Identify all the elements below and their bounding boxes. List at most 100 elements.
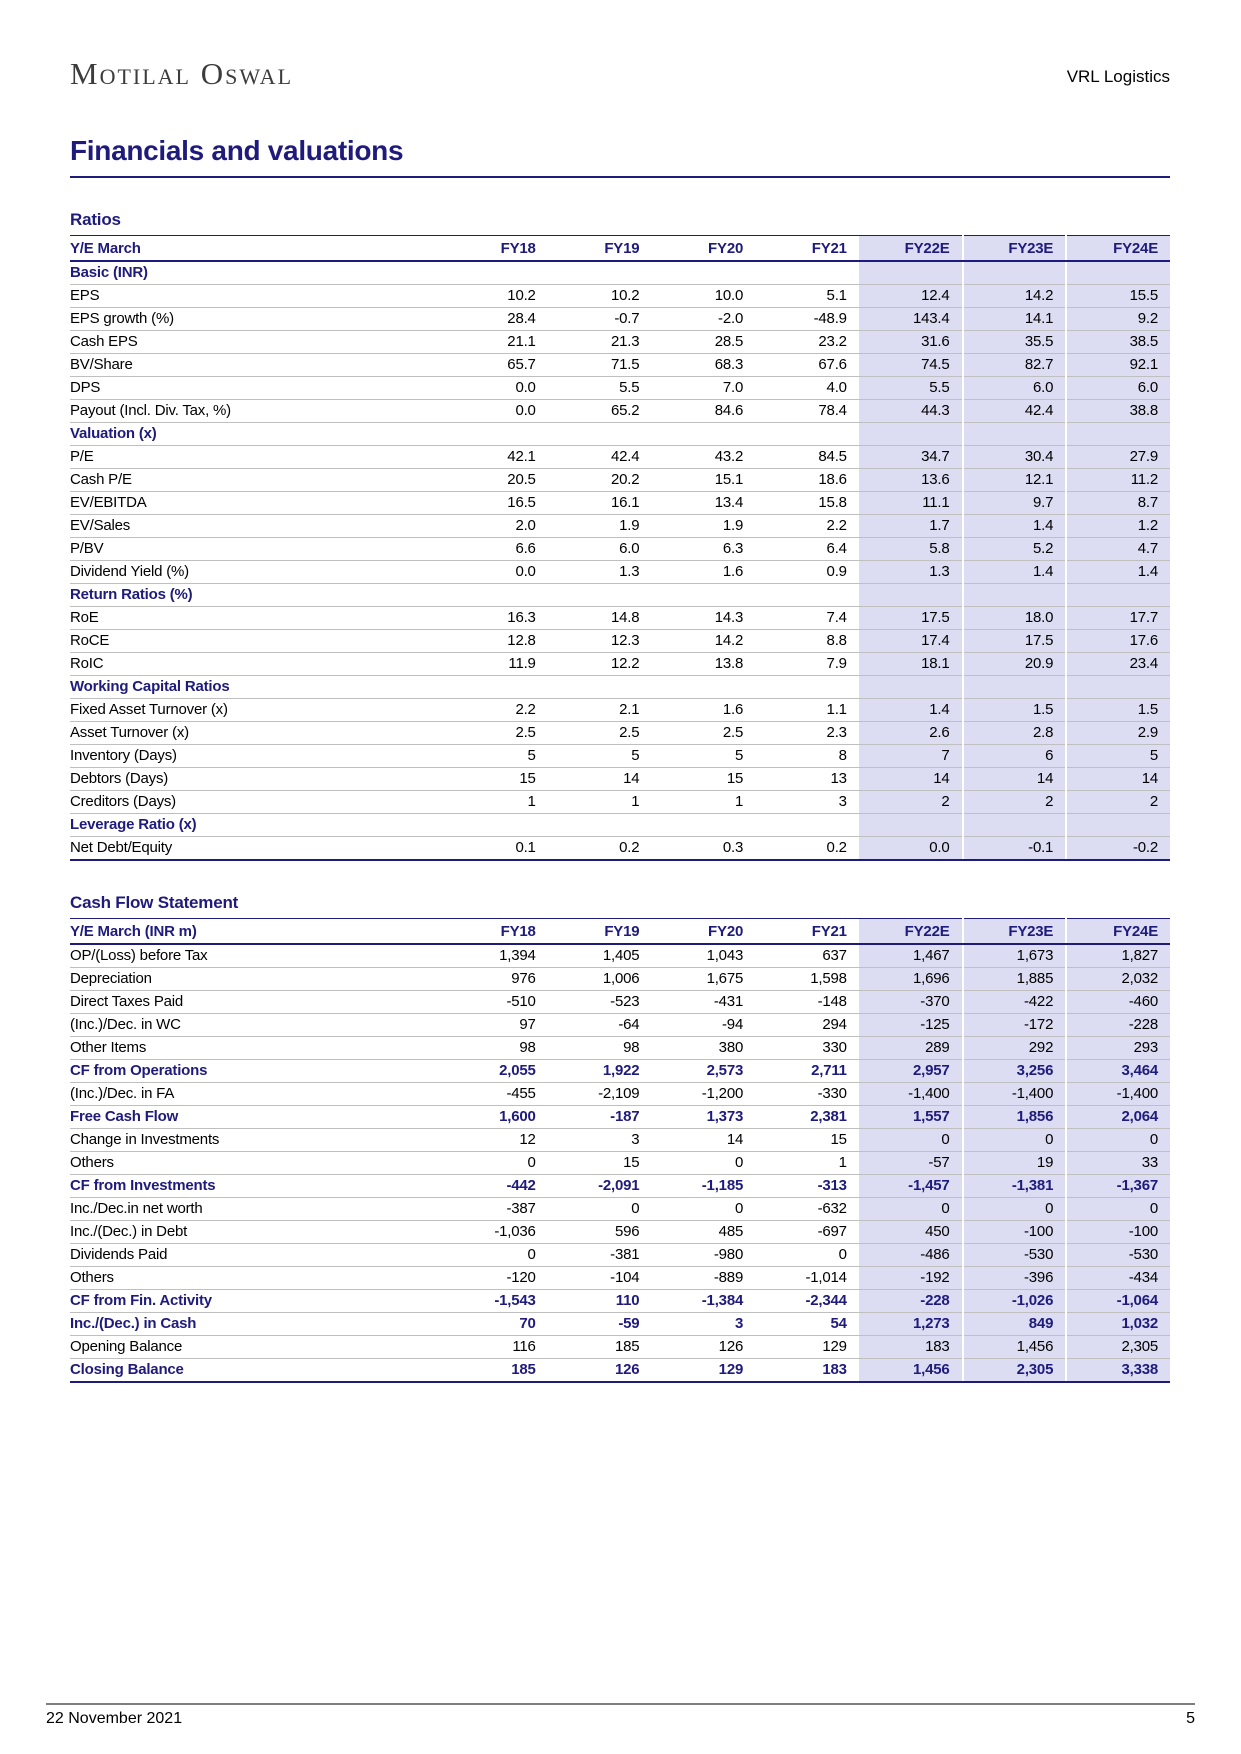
cell-value: 0.1 — [444, 836, 548, 861]
cell-value: 7.4 — [755, 606, 859, 630]
column-header: FY23E — [961, 918, 1067, 945]
cell-value: -94 — [651, 1013, 756, 1037]
cell-value: 1.5 — [961, 698, 1067, 722]
cell-value — [651, 813, 756, 837]
column-header: FY21 — [755, 235, 859, 262]
cell-value: 17.5 — [961, 629, 1067, 653]
cell-value: 183 — [858, 1335, 963, 1359]
cell-value: 35.5 — [961, 330, 1067, 354]
cell-value: 21.1 — [444, 330, 548, 354]
column-header: FY22E — [858, 235, 963, 262]
row-label: (Inc.)/Dec. in FA — [70, 1082, 444, 1106]
cell-value: -530 — [961, 1243, 1067, 1267]
cell-value: 6.0 — [1065, 376, 1170, 400]
cell-value: -1,384 — [651, 1289, 756, 1313]
row-label: Cash EPS — [70, 330, 444, 354]
year-axis-label: Y/E March (INR m) — [70, 918, 444, 945]
row-label: Leverage Ratio (x) — [70, 813, 444, 837]
page-header: Motilal Oswal VRL Logistics — [70, 58, 1170, 89]
cell-value: 98 — [547, 1036, 652, 1060]
table-row: Asset Turnover (x) 2.5 2.5 2.5 2.3 2.6 2.8 2.9 — [70, 721, 1170, 745]
row-label: Asset Turnover (x) — [70, 721, 444, 745]
cell-value: 15 — [651, 767, 756, 791]
cell-value: 3 — [755, 790, 859, 814]
cell-value: -460 — [1065, 990, 1170, 1014]
cell-value: 849 — [961, 1312, 1067, 1336]
cell-value: 14 — [1065, 767, 1170, 791]
row-label: EPS — [70, 284, 444, 308]
cell-value — [1065, 583, 1170, 607]
cell-value: 13.4 — [651, 491, 756, 515]
cell-value: -889 — [651, 1266, 756, 1290]
cell-value: -0.7 — [547, 307, 652, 331]
cell-value: -2,109 — [547, 1082, 652, 1106]
cell-value: 5 — [444, 744, 548, 768]
cell-value: 1,043 — [651, 944, 756, 968]
table-row: EPS 10.2 10.2 10.0 5.1 12.4 14.2 15.5 — [70, 284, 1170, 308]
table-row: Depreciation 976 1,006 1,675 1,598 1,696 1,885… — [70, 967, 1170, 991]
cell-value: 13.8 — [651, 652, 756, 676]
table-header-row: Y/E March (INR m) FY18 FY19 FY20 FY21 FY22E FY… — [70, 918, 1170, 945]
cell-value: 2.2 — [755, 514, 859, 538]
cell-value — [547, 675, 652, 699]
section-header-row: Return Ratios (%) — [70, 583, 1170, 607]
row-label: CF from Investments — [70, 1174, 444, 1198]
cell-value: 98 — [444, 1036, 548, 1060]
cell-value: 6.6 — [444, 537, 548, 561]
row-label: Other Items — [70, 1036, 444, 1060]
cell-value: 0 — [444, 1151, 548, 1175]
cell-value: 2,711 — [755, 1059, 859, 1083]
table-row: EV/EBITDA 16.5 16.1 13.4 15.8 11.1 9.7 8.7 — [70, 491, 1170, 515]
cell-value: -1,036 — [444, 1220, 548, 1244]
cell-value: 116 — [444, 1335, 548, 1359]
row-label: CF from Operations — [70, 1059, 444, 1083]
section-header-row: Basic (INR) — [70, 261, 1170, 285]
cell-value: 2.2 — [444, 698, 548, 722]
ratios-section: Ratios Y/E March FY18 FY19 FY20 FY21 FY22E FY2… — [70, 210, 1170, 861]
cell-value: 1.9 — [651, 514, 756, 538]
cell-value: 2,064 — [1065, 1105, 1170, 1129]
cell-value: 1 — [755, 1151, 859, 1175]
cell-value: 20.2 — [547, 468, 652, 492]
cell-value: -431 — [651, 990, 756, 1014]
cell-value: 14 — [961, 767, 1067, 791]
cell-value: 17.6 — [1065, 629, 1170, 653]
cell-value: 9.2 — [1065, 307, 1170, 331]
table-row: (Inc.)/Dec. in FA -455 -2,109 -1,200 -330 -1,… — [70, 1082, 1170, 1106]
cell-value: 0 — [961, 1197, 1067, 1221]
cell-value: 11.2 — [1065, 468, 1170, 492]
cell-value — [444, 583, 548, 607]
cell-value: 6.4 — [755, 537, 859, 561]
cell-value: -1,400 — [961, 1082, 1067, 1106]
cell-value: 185 — [444, 1358, 548, 1383]
cell-value: 84.5 — [755, 445, 859, 469]
cell-value: 1,557 — [858, 1105, 963, 1129]
cell-value: -1,400 — [858, 1082, 963, 1106]
cell-value: 30.4 — [961, 445, 1067, 469]
cell-value: 1,885 — [961, 967, 1067, 991]
ratios-table: Y/E March FY18 FY19 FY20 FY21 FY22E FY23E FY24E… — [70, 235, 1170, 861]
table-row: Dividend Yield (%) 0.0 1.3 1.6 0.9 1.3 1.4 1.4 — [70, 560, 1170, 584]
cell-value: 10.0 — [651, 284, 756, 308]
table-row: Others -120 -104 -889 -1,014 -192 -396 -434 — [70, 1266, 1170, 1290]
cell-value: 2.1 — [547, 698, 652, 722]
cell-value: 7.0 — [651, 376, 756, 400]
cell-value: 1.5 — [1065, 698, 1170, 722]
row-label: EV/Sales — [70, 514, 444, 538]
cell-value: -697 — [755, 1220, 859, 1244]
cell-value: 1,922 — [547, 1059, 652, 1083]
cell-value: 0 — [444, 1243, 548, 1267]
cell-value: 0 — [961, 1128, 1067, 1152]
cell-value: -104 — [547, 1266, 652, 1290]
cell-value: 485 — [651, 1220, 756, 1244]
cell-value: 380 — [651, 1036, 756, 1060]
cell-value: 0 — [1065, 1197, 1170, 1221]
cell-value: 0 — [547, 1197, 652, 1221]
cell-value: 292 — [961, 1036, 1067, 1060]
cell-value: -381 — [547, 1243, 652, 1267]
cell-value: 5.5 — [858, 376, 963, 400]
cell-value — [755, 675, 859, 699]
cell-value — [961, 583, 1067, 607]
cell-value: 14.8 — [547, 606, 652, 630]
cell-value: 1.6 — [651, 698, 756, 722]
